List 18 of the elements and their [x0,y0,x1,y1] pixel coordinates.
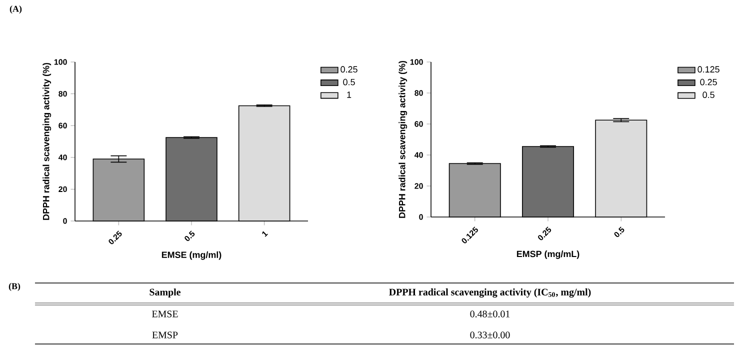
text: EMSP [152,332,178,338]
chart-title: (A) [10,6,22,14]
text: DPPH radical scavenging activity (IC$_{50}$, mg/ml) [389,288,591,298]
legend-label: 0.5 [343,78,355,86]
legend-label: 0.25 [700,78,717,86]
y-axis-title: DPPH radical scavenging activity (%) [42,62,52,220]
legend-label: 0.25 [340,66,358,73]
text: 0.48±0.01 [470,310,510,318]
legend-label: 1 [347,92,352,98]
y-axis-title: DPPH radical scavenging activity (%) [398,60,408,218]
text: 0.33±0.00 [470,332,510,338]
legend-label: 0.125 [698,66,720,73]
x-axis-title: EMSE (mg/ml) [162,251,222,260]
legend-label: 0.5 [702,92,714,98]
x-axis-title: EMSP (mg/mL) [516,250,580,259]
text: EMSE [152,310,178,318]
text: (B) [8,282,20,292]
text: Sample [150,288,181,298]
